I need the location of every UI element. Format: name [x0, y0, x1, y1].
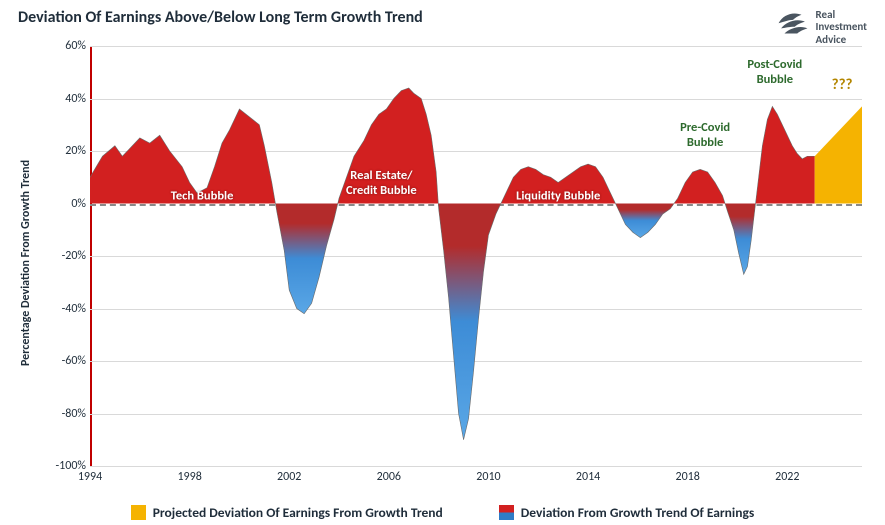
annotation: ??? [832, 76, 853, 94]
x-tick: 2002 [277, 470, 301, 484]
y-tick: -80% [62, 407, 86, 421]
y-tick: -60% [62, 354, 86, 368]
y-tick: 60% [65, 39, 86, 53]
x-tick: 2006 [377, 470, 401, 484]
data-series [90, 46, 862, 466]
legend-swatch-actual [499, 505, 514, 520]
gridline [90, 466, 862, 467]
y-axis-label: Percentage Deviation From Growth Trend [19, 160, 33, 366]
plot-area: -100%-80%-60%-40%-20%0%20%40%60%19941998… [90, 46, 862, 466]
y-tick: 0% [71, 197, 86, 211]
y-tick: 40% [65, 92, 86, 106]
legend-item-projected: Projected Deviation Of Earnings From Gro… [131, 504, 443, 521]
logo-line3: Advice [816, 34, 868, 47]
chart-title: Deviation Of Earnings Above/Below Long T… [18, 8, 423, 27]
y-tick: -20% [62, 249, 86, 263]
brand-logo: Real Investment Advice [776, 8, 868, 47]
annotation: Post-CovidBubble [747, 57, 802, 87]
legend: Projected Deviation Of Earnings From Gro… [0, 504, 885, 521]
x-tick: 2018 [676, 470, 700, 484]
legend-item-actual: Deviation From Growth Trend Of Earnings [499, 504, 755, 521]
x-tick: 2010 [476, 470, 500, 484]
logo-text: Real Investment Advice [816, 9, 868, 47]
x-tick: 1998 [177, 470, 201, 484]
annotation: Real Estate/Credit Bubble [346, 168, 417, 198]
x-tick: 1994 [78, 470, 102, 484]
annotation: Tech Bubble [171, 188, 234, 203]
logo-icon [776, 8, 810, 47]
legend-swatch-projected [131, 505, 146, 520]
y-tick: -40% [62, 302, 86, 316]
y-tick: 20% [65, 144, 86, 158]
logo-line2: Investment [816, 21, 868, 34]
x-tick: 2014 [576, 470, 600, 484]
x-tick: 2022 [775, 470, 799, 484]
chart: Percentage Deviation From Growth Trend -… [62, 46, 862, 466]
legend-label-actual: Deviation From Growth Trend Of Earnings [521, 504, 755, 521]
annotation: Pre-CovidBubble [680, 120, 730, 150]
annotation: Liquidity Bubble [516, 188, 600, 203]
legend-label-projected: Projected Deviation Of Earnings From Gro… [153, 504, 443, 521]
